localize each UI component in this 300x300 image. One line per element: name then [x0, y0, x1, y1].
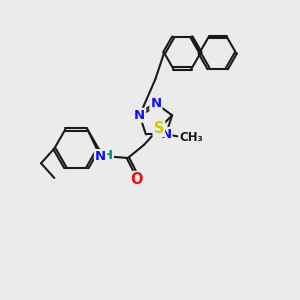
- Text: N: N: [160, 128, 172, 141]
- Text: O: O: [130, 172, 143, 187]
- Text: N: N: [95, 150, 106, 163]
- Text: H: H: [102, 149, 113, 162]
- Text: N: N: [134, 109, 145, 122]
- Text: N: N: [150, 97, 161, 110]
- Text: CH₃: CH₃: [179, 131, 203, 144]
- Text: S: S: [154, 121, 164, 136]
